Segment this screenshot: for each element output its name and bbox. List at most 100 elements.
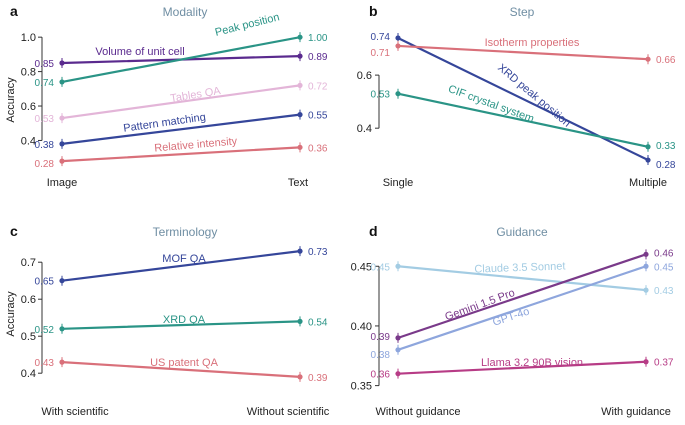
series-line: [396, 265, 648, 351]
value-label: 0.71: [371, 48, 391, 59]
data-point: [297, 318, 303, 324]
y-axis-label: Accuracy: [5, 77, 17, 123]
x-tick-label: Single: [383, 177, 414, 189]
y-tick-label: 0.8: [21, 67, 36, 79]
data-point: [395, 43, 401, 49]
y-tick-label: 0.7: [21, 257, 36, 269]
y-tick-label: 0.5: [21, 331, 36, 343]
data-point: [395, 35, 401, 41]
data-point: [297, 53, 303, 59]
series-line: [60, 361, 302, 378]
series-line: [60, 36, 302, 84]
data-point: [395, 91, 401, 97]
series-line: [396, 265, 648, 292]
series-line: [396, 360, 648, 375]
y-tick-label: 0.35: [351, 381, 372, 393]
panel-label: a: [10, 3, 18, 19]
series-line: [396, 253, 648, 339]
data-point: [643, 251, 649, 257]
data-point: [297, 34, 303, 40]
value-label: 0.73: [308, 247, 328, 258]
y-tick-label: 0.6: [357, 70, 372, 82]
value-label: 0.72: [308, 81, 328, 92]
data-point: [395, 371, 401, 377]
series-isotherm-properties: 0.71 0.66 Isotherm properties: [371, 37, 676, 66]
x-tick-label: Multiple: [629, 177, 667, 189]
x-tick-label: With guidance: [601, 406, 671, 418]
series-line: [60, 84, 302, 120]
series-label: Llama 3.2 90B vision: [481, 357, 583, 369]
y-tick-label: 0.4: [21, 135, 36, 147]
value-label: 0.43: [35, 358, 55, 369]
panel-d: d Guidance 0.35 0.40 0.45 Without guidance Wit…: [351, 223, 674, 418]
series-label: US patent QA: [150, 357, 219, 369]
series-label: Tables QA: [170, 85, 223, 105]
value-label: 0.39: [308, 373, 328, 384]
series-label: Claude 3.5 Sonnet: [474, 260, 566, 275]
panel-title: Modality: [163, 5, 208, 19]
series-volume-of-unit-cell: 0.85 0.89 Volume of unit cell: [35, 46, 328, 70]
value-label: 0.38: [35, 140, 55, 151]
series-xrd-qa: 0.52 0.54 XRD QA: [35, 314, 328, 336]
value-label: 0.45: [654, 262, 674, 273]
series-label: Peak position: [214, 11, 281, 39]
series-label: Isotherm properties: [485, 37, 580, 49]
value-label: 0.37: [654, 358, 674, 369]
y-tick-label: 0.6: [21, 294, 36, 306]
panel-title: Terminology: [153, 225, 218, 239]
value-label: 0.53: [35, 114, 55, 125]
data-point: [297, 248, 303, 254]
value-label: 1.00: [308, 33, 328, 44]
data-point: [643, 263, 649, 269]
panel-a: a Modality 0.4 0.6 0.8 1.0 Accuracy Image Text 0.…: [5, 3, 328, 189]
series-label: XRD QA: [163, 314, 206, 326]
series-mof-qa: 0.65 0.73 MOF QA: [35, 246, 328, 288]
value-label: 0.85: [35, 59, 55, 70]
y-tick-label: 0.4: [21, 368, 36, 380]
value-label: 0.39: [371, 332, 391, 343]
y-axis-label: Accuracy: [5, 291, 17, 337]
data-point: [297, 82, 303, 88]
value-label: 0.65: [35, 277, 55, 288]
data-point: [59, 359, 65, 365]
value-label: 0.55: [308, 111, 328, 122]
x-tick-label: Image: [47, 177, 78, 189]
value-label: 0.52: [35, 325, 55, 336]
series-llama-3-2-90b-vision: 0.36 0.37 Llama 3.2 90B vision: [371, 356, 674, 381]
y-tick-label: 0.40: [351, 321, 372, 333]
data-point: [59, 278, 65, 284]
data-point: [59, 79, 65, 85]
value-label: 0.66: [656, 55, 676, 66]
series-label: MOF QA: [162, 253, 206, 265]
series-line: [60, 320, 302, 330]
series-line: [60, 113, 302, 145]
panel-b: b Step 0.4 0.6 Single Multiple 0.74 0.28 XRD pea…: [357, 3, 676, 189]
x-tick-label: Without guidance: [376, 406, 461, 418]
value-label: 0.54: [308, 317, 328, 328]
value-label: 0.43: [654, 286, 674, 297]
value-label: 0.28: [35, 159, 55, 170]
series-line: [396, 92, 650, 148]
series-gpt-4o: 0.38 0.45 GPT-4o: [371, 261, 674, 361]
value-label: 0.28: [656, 160, 676, 171]
value-label: 0.74: [35, 78, 55, 89]
x-tick-label: Without scientific: [247, 406, 330, 418]
series-label: Volume of unit cell: [95, 46, 184, 58]
y-tick-label: 0.6: [21, 101, 36, 113]
panel-label: b: [369, 3, 378, 19]
value-label: 0.45: [371, 262, 391, 273]
value-label: 0.36: [371, 370, 391, 381]
data-point: [645, 144, 651, 150]
data-point: [297, 112, 303, 118]
panel-label: d: [369, 223, 378, 239]
data-point: [59, 115, 65, 121]
data-point: [59, 141, 65, 147]
data-point: [395, 263, 401, 269]
x-tick-label: With scientific: [41, 406, 109, 418]
series-label: GPT-4o: [491, 306, 531, 329]
series-label: XRD peak position: [495, 62, 573, 130]
data-point: [395, 335, 401, 341]
data-point: [643, 287, 649, 293]
y-tick-label: 0.4: [357, 123, 372, 135]
